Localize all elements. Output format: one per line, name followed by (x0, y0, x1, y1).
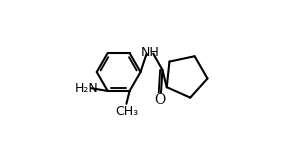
Text: O: O (155, 93, 166, 107)
Text: H₂N: H₂N (74, 83, 98, 95)
Text: CH₃: CH₃ (115, 105, 138, 118)
Text: NH: NH (140, 46, 159, 59)
